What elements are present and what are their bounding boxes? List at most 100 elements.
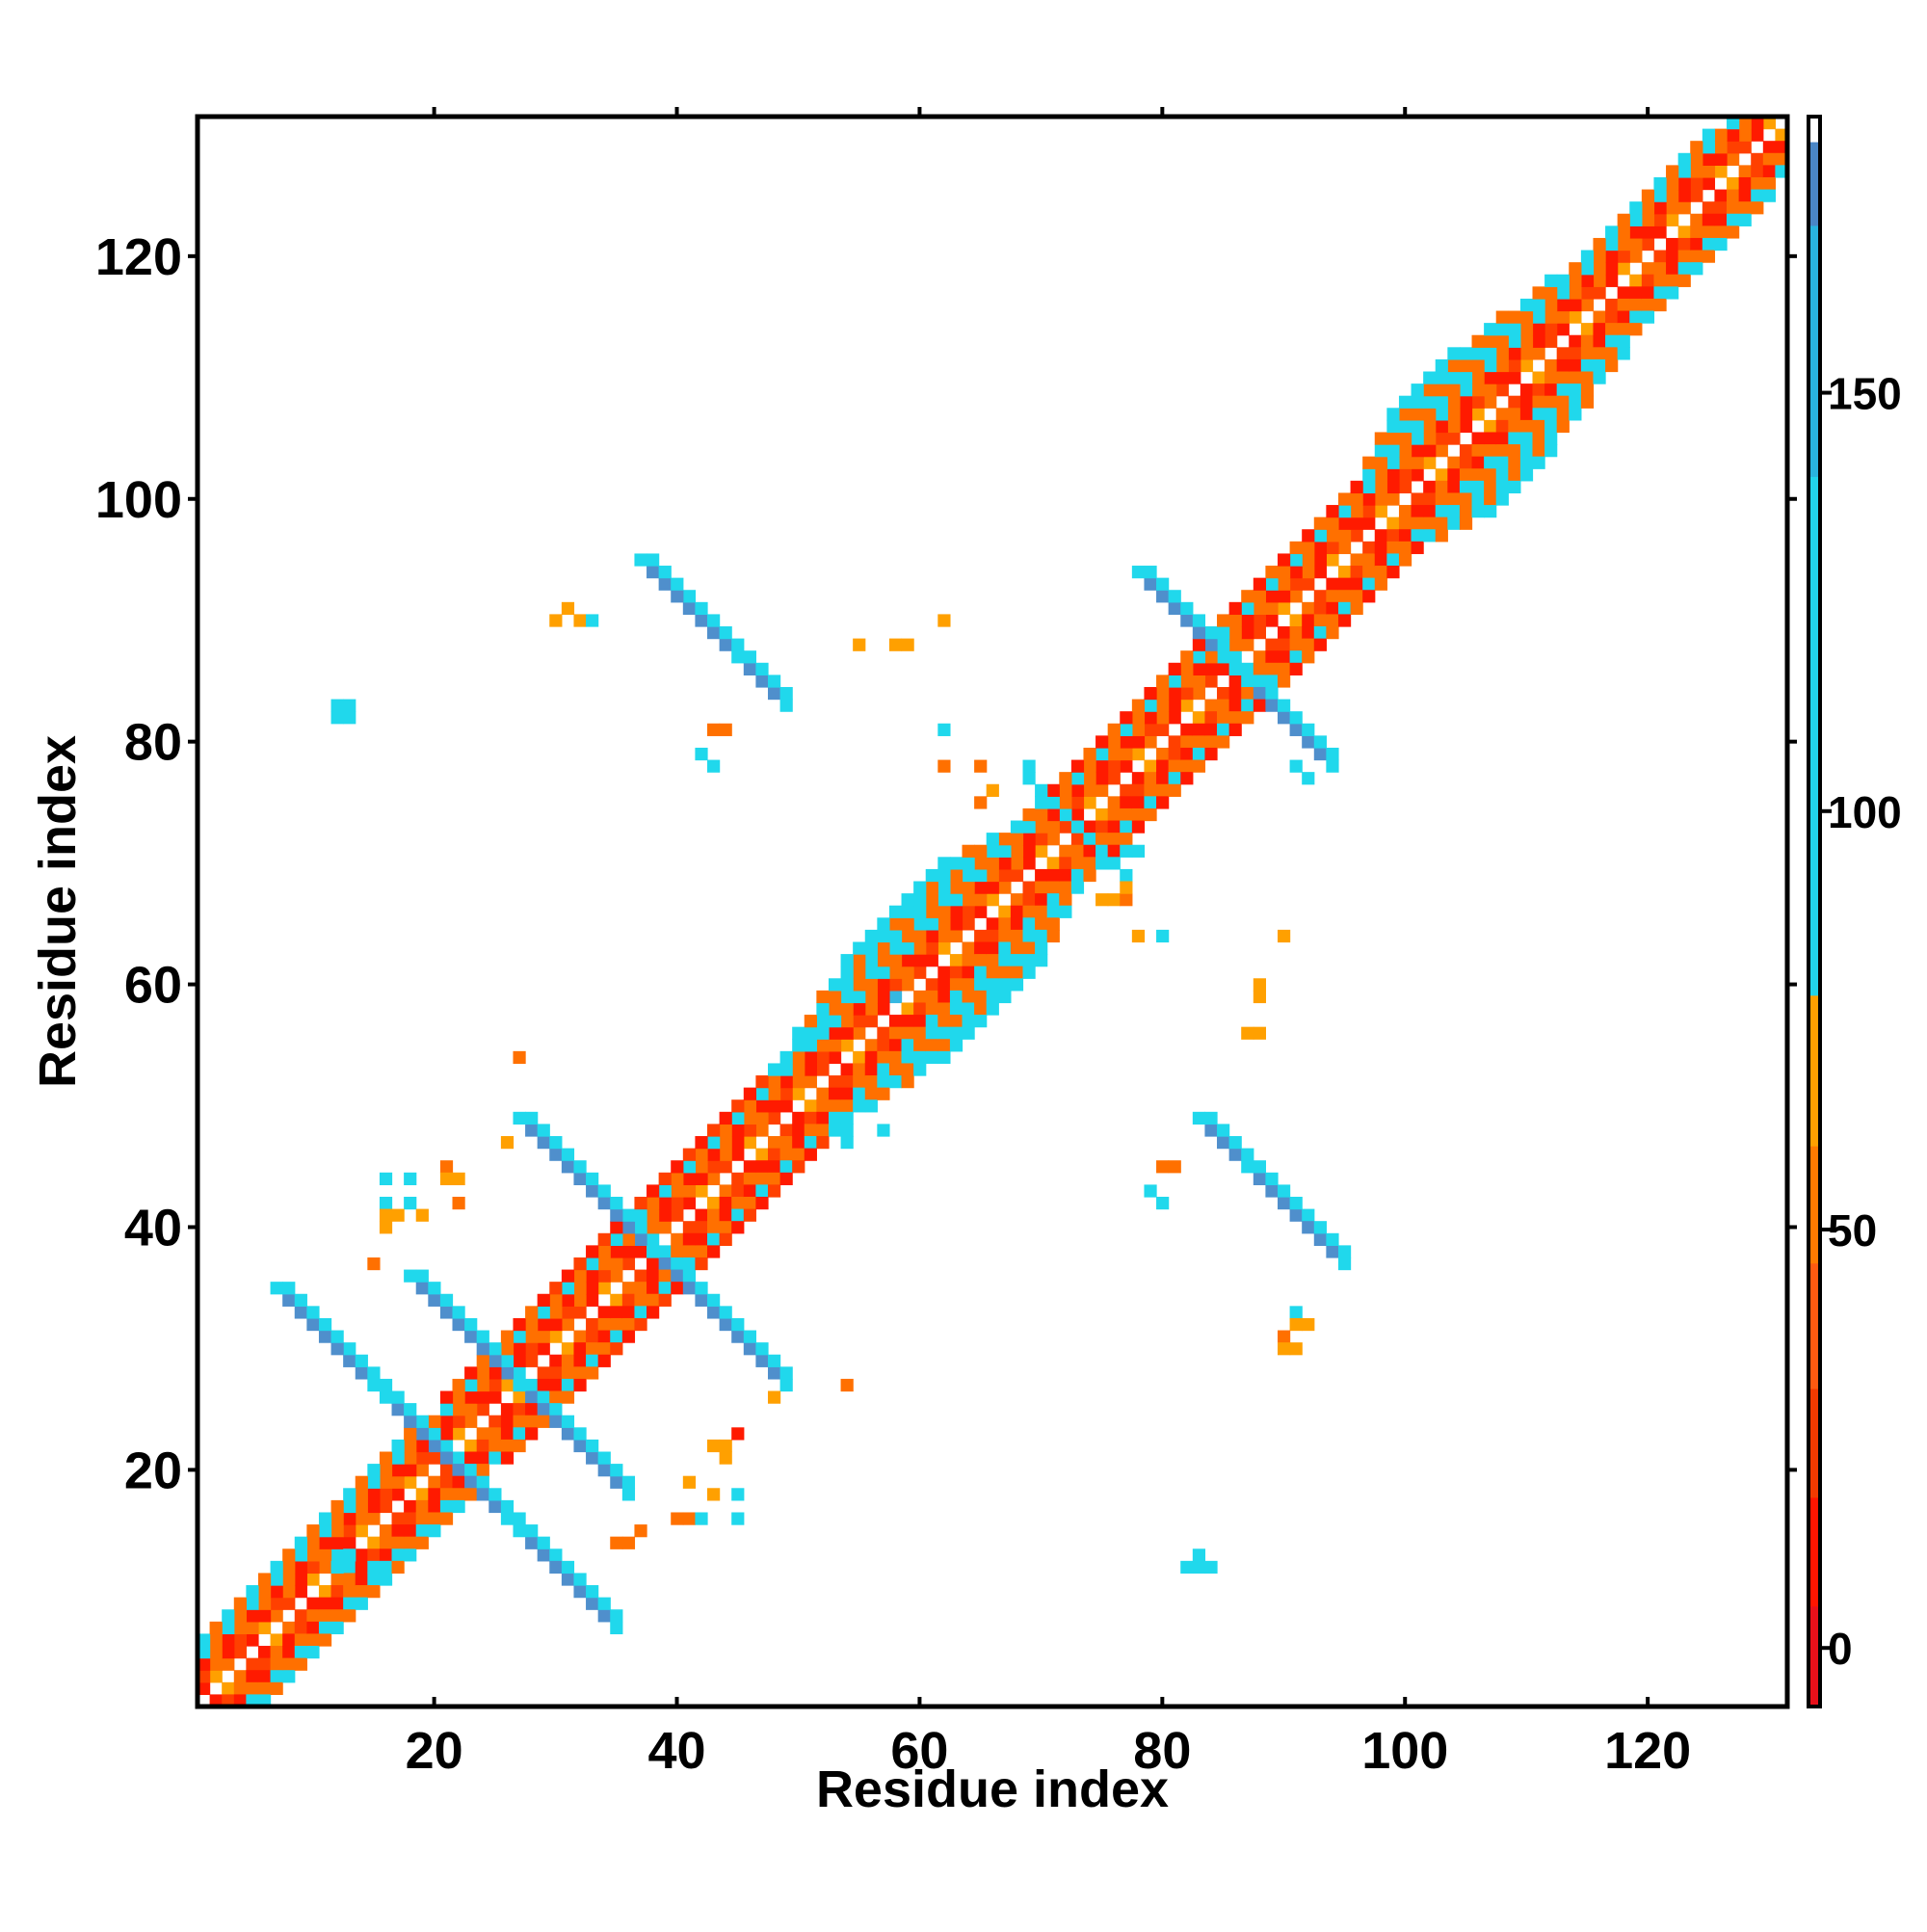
heatmap-cell xyxy=(913,929,927,943)
heatmap-cell xyxy=(525,1403,539,1416)
heatmap-cell xyxy=(647,1245,660,1258)
heatmap-cell xyxy=(1168,662,1181,675)
heatmap-cell xyxy=(500,1512,515,1525)
heatmap-cell xyxy=(840,1015,854,1028)
heatmap-cell xyxy=(1083,857,1096,870)
heatmap-cell xyxy=(888,1050,903,1065)
heatmap-cell xyxy=(1204,1560,1218,1575)
heatmap-cell xyxy=(1010,929,1024,943)
heatmap-cell xyxy=(476,1354,489,1367)
heatmap-cell xyxy=(719,1196,732,1210)
heatmap-cell xyxy=(306,1609,320,1623)
heatmap-cell xyxy=(1337,505,1352,518)
heatmap-cell xyxy=(647,1293,660,1307)
heatmap-cell xyxy=(1289,590,1303,603)
heatmap-cell xyxy=(1727,189,1740,202)
heatmap-cell xyxy=(816,1039,830,1052)
heatmap-cell xyxy=(476,1439,489,1453)
heatmap-cell xyxy=(1265,614,1279,627)
heatmap-cell xyxy=(1120,747,1133,761)
heatmap-cell xyxy=(707,1148,721,1161)
heatmap-cell xyxy=(1035,820,1048,834)
x-tick-label: 20 xyxy=(406,1722,463,1780)
heatmap-cell xyxy=(1302,601,1315,616)
heatmap-cell xyxy=(1593,250,1606,263)
heatmap-cell xyxy=(415,1427,429,1441)
heatmap-cell xyxy=(901,905,914,918)
heatmap-cell xyxy=(888,917,903,931)
heatmap-cell xyxy=(998,929,1012,943)
heatmap-cell xyxy=(1738,128,1752,142)
heatmap-cell xyxy=(222,1694,235,1707)
heatmap-cell xyxy=(209,1694,223,1707)
heatmap-cell xyxy=(1022,929,1036,943)
heatmap-cell xyxy=(621,1330,636,1343)
heatmap-cell xyxy=(439,1499,454,1514)
heatmap-cell xyxy=(1253,686,1266,701)
heatmap-cell xyxy=(1362,577,1376,591)
heatmap-cell xyxy=(415,1499,429,1514)
heatmap-cell xyxy=(731,1124,745,1137)
heatmap-cell xyxy=(1289,1208,1303,1222)
heatmap-cell xyxy=(1180,699,1194,712)
heatmap-cell xyxy=(488,1451,502,1465)
heatmap-cell xyxy=(476,1427,489,1441)
heatmap-cell xyxy=(209,1633,223,1647)
heatmap-cell xyxy=(1471,505,1485,518)
heatmap-cell xyxy=(1471,480,1485,494)
heatmap-cell xyxy=(1386,553,1400,567)
heatmap-cell xyxy=(647,1269,660,1283)
heatmap-cell xyxy=(1484,371,1497,384)
heatmap-cell xyxy=(1350,516,1363,530)
heatmap-cell xyxy=(1217,650,1230,664)
heatmap-cell xyxy=(731,1208,745,1222)
heatmap-cell xyxy=(379,1464,393,1477)
heatmap-cell xyxy=(1398,480,1412,494)
heatmap-cell xyxy=(743,1208,756,1222)
heatmap-cell xyxy=(682,1184,697,1198)
heatmap-cell xyxy=(610,1536,623,1549)
x-tick-label: 100 xyxy=(1361,1722,1448,1780)
heatmap-cell xyxy=(586,1366,599,1380)
heatmap-cell xyxy=(379,1560,393,1575)
heatmap-cell xyxy=(222,1633,235,1647)
heatmap-cell xyxy=(233,1646,247,1659)
heatmap-cell xyxy=(1156,759,1170,773)
heatmap-cell xyxy=(610,1245,623,1258)
heatmap-cell xyxy=(586,1317,599,1332)
heatmap-cell xyxy=(695,1282,708,1295)
heatmap-cell xyxy=(1653,176,1667,191)
heatmap-cell xyxy=(1629,250,1643,263)
heatmap-cell xyxy=(767,1354,781,1367)
heatmap-cell xyxy=(1302,735,1315,749)
heatmap-cell xyxy=(270,1585,283,1599)
heatmap-cell xyxy=(1192,1560,1206,1575)
heatmap-cell xyxy=(1046,796,1060,809)
heatmap-cell xyxy=(1702,237,1716,251)
heatmap-cell xyxy=(439,1403,454,1416)
heatmap-cell xyxy=(840,990,854,1004)
heatmap-cell xyxy=(1398,432,1412,445)
heatmap-cell xyxy=(1374,432,1387,445)
heatmap-cell xyxy=(500,1415,515,1428)
heatmap-cell xyxy=(779,1087,793,1100)
heatmap-cell xyxy=(1241,686,1254,701)
heatmap-cell xyxy=(1690,176,1703,191)
heatmap-cell xyxy=(330,699,344,712)
heatmap-cell xyxy=(634,1282,647,1295)
heatmap-cell xyxy=(1107,723,1121,736)
heatmap-cell xyxy=(561,1148,575,1161)
heatmap-cell xyxy=(1423,516,1437,530)
heatmap-cell xyxy=(1253,1172,1266,1185)
heatmap-cell xyxy=(1544,432,1558,445)
heatmap-cell xyxy=(1653,274,1667,287)
heatmap-cell xyxy=(452,1427,465,1441)
heatmap-cell xyxy=(1544,298,1558,312)
heatmap-cell xyxy=(1556,286,1570,300)
heatmap-cell xyxy=(1083,868,1096,883)
heatmap-cell xyxy=(1035,881,1048,894)
heatmap-cell xyxy=(1302,1221,1315,1234)
heatmap-cell xyxy=(864,929,878,943)
heatmap-cell xyxy=(1253,1026,1266,1040)
heatmap-cell xyxy=(1411,419,1424,434)
